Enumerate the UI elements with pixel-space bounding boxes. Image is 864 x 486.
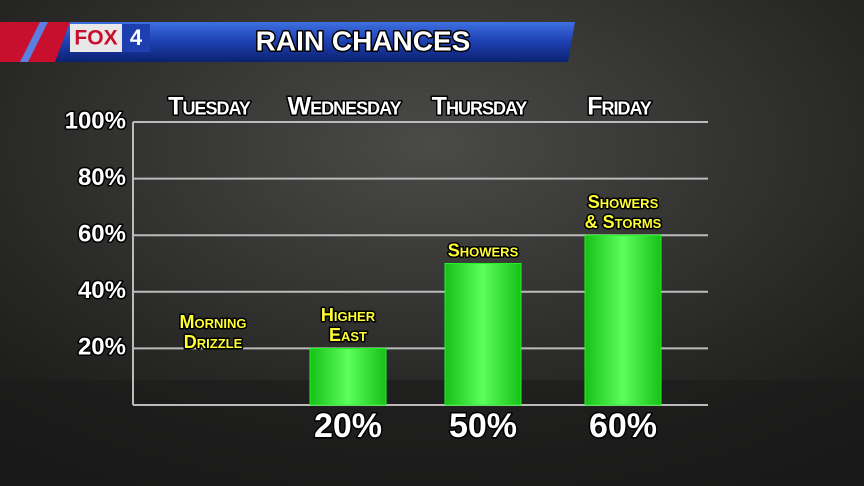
y-tick-label: 80% (78, 164, 126, 191)
annotation: East (329, 325, 367, 345)
category-label: Tuesday (168, 93, 251, 121)
banner-stripe (20, 22, 48, 62)
annotation: Higher (321, 305, 376, 325)
annotation: Drizzle (184, 332, 243, 352)
y-tick-label: 100% (65, 107, 126, 134)
category-label: Friday (587, 93, 652, 121)
ground (0, 380, 864, 486)
y-tick-label: 40% (78, 277, 126, 304)
value-label: 60% (589, 407, 657, 445)
chart-title: RAIN CHANCES (256, 25, 471, 56)
value-label: 20% (314, 407, 382, 445)
y-tick-label: 20% (78, 334, 126, 361)
logo-text: FOX (74, 27, 117, 50)
annotation: & Storms (585, 212, 662, 232)
bar (584, 234, 662, 406)
value-label: 50% (449, 407, 517, 445)
annotation: Morning (180, 312, 247, 332)
bar (444, 263, 522, 406)
bar (309, 347, 387, 406)
category-label: Wednesday (288, 93, 402, 121)
banner: FOX 4 RAIN CHANCES (0, 22, 575, 62)
logo-number: 4 (130, 25, 143, 50)
logo-box (122, 24, 150, 52)
y-tick-label: 60% (78, 221, 126, 248)
category-label: Thursday (432, 93, 528, 121)
annotation: Showers (588, 192, 659, 212)
annotation: Showers (448, 240, 519, 260)
